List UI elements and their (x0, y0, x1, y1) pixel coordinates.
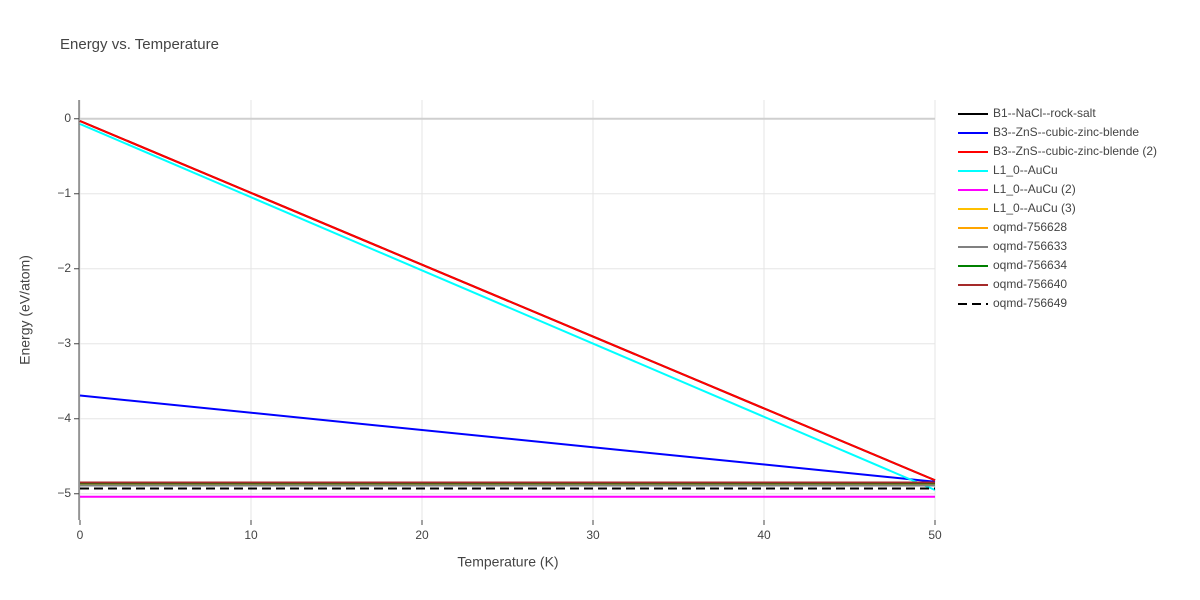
x-tick-label: 30 (586, 528, 600, 542)
y-tick-label: −3 (57, 336, 71, 350)
y-tick-label: 0 (64, 111, 71, 125)
legend-label: B3--ZnS--cubic-zinc-blende (2) (993, 144, 1157, 158)
legend-label: L1_0--AuCu (2) (993, 182, 1076, 196)
x-tick-label: 0 (77, 528, 84, 542)
series-line (79, 123, 936, 491)
series-line (79, 394, 936, 483)
legend-label: oqmd-756633 (993, 239, 1067, 253)
x-tick-label: 50 (928, 528, 942, 542)
legend-label: B1--NaCl--rock-salt (993, 106, 1096, 120)
legend-label: L1_0--AuCu (993, 163, 1058, 177)
x-axis-title: Temperature (K) (457, 554, 558, 570)
y-tick-label: −4 (57, 411, 71, 425)
legend-label: oqmd-756640 (993, 277, 1067, 291)
y-tick-label: −2 (57, 261, 71, 275)
legend-label: L1_0--AuCu (3) (993, 201, 1076, 215)
legend-label: B3--ZnS--cubic-zinc-blende (993, 125, 1139, 139)
x-tick-label: 40 (757, 528, 771, 542)
x-tick-label: 20 (415, 528, 429, 542)
series-line (79, 120, 936, 482)
legend-label: oqmd-756649 (993, 296, 1067, 310)
x-tick-label: 10 (244, 528, 258, 542)
legend-label: oqmd-756628 (993, 220, 1067, 234)
y-tick-label: −1 (57, 186, 71, 200)
y-tick-label: −5 (57, 486, 71, 500)
legend-label: oqmd-756634 (993, 258, 1067, 272)
y-axis-title: Energy (eV/atom) (17, 255, 33, 365)
chart-title: Energy vs. Temperature (60, 36, 219, 53)
